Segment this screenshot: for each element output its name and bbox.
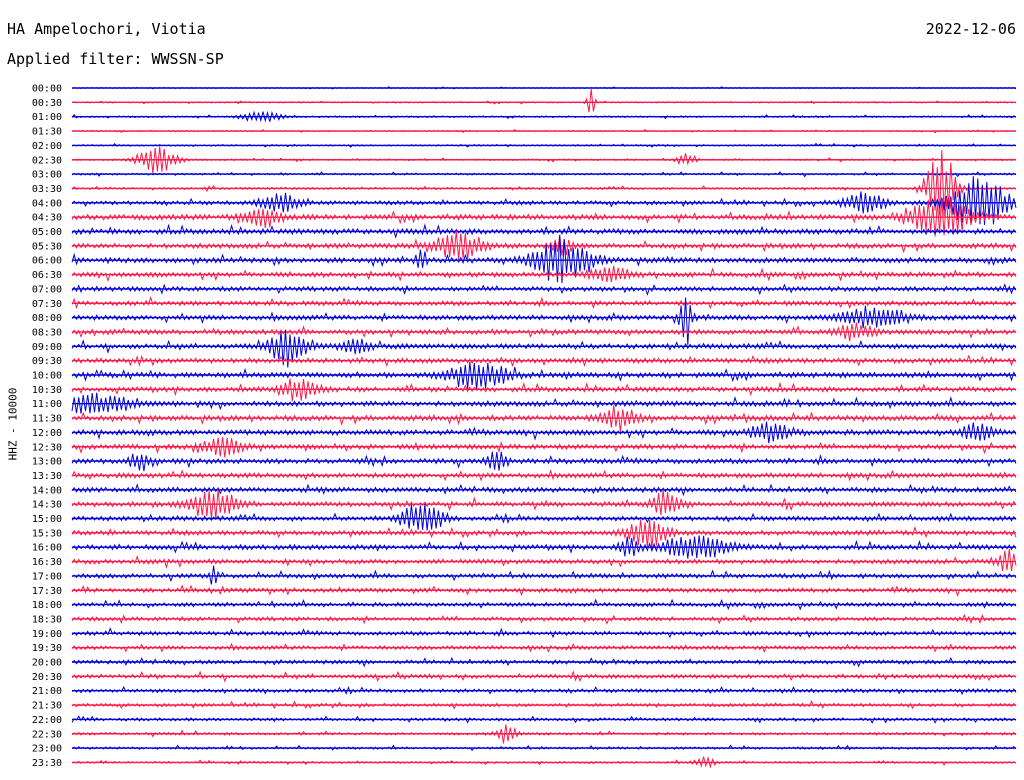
seismic-trace — [71, 483, 1017, 497]
time-tick-label: 20:30 — [32, 672, 62, 683]
time-tick-label: 18:30 — [32, 614, 62, 625]
time-tick-label: 06:30 — [32, 270, 62, 281]
seismic-trace — [71, 584, 1017, 597]
time-tick-label: 02:00 — [32, 141, 62, 152]
time-tick-label: 18:00 — [32, 600, 62, 611]
seismic-trace — [71, 354, 1017, 368]
station-title: HA Ampelochori, Viotia — [7, 20, 206, 38]
time-tick-label: 23:30 — [32, 758, 62, 769]
time-tick-label: 09:00 — [32, 342, 62, 353]
seismic-trace — [71, 230, 1017, 261]
time-tick-label: 11:00 — [32, 399, 62, 410]
seismic-trace — [71, 565, 1017, 585]
time-tick-label: 21:00 — [32, 686, 62, 697]
time-tick-label: 12:00 — [32, 428, 62, 439]
time-tick-label: 15:00 — [32, 514, 62, 525]
seismic-trace — [71, 421, 1017, 444]
time-tick-label: 17:30 — [32, 586, 62, 597]
time-tick-label: 19:30 — [32, 643, 62, 654]
time-tick-label: 17:00 — [32, 571, 62, 582]
time-tick-label: 14:00 — [32, 485, 62, 496]
time-tick-label: 09:30 — [32, 356, 62, 367]
time-tick-label: 13:00 — [32, 457, 62, 468]
time-tick-label: 04:30 — [32, 213, 62, 224]
time-tick-label: 04:00 — [32, 198, 62, 209]
time-tick-label: 00:00 — [32, 84, 62, 95]
seismic-trace — [71, 88, 1017, 113]
time-tick-label: 07:00 — [32, 284, 62, 295]
time-tick-label: 13:30 — [32, 471, 62, 482]
seismic-trace — [71, 548, 1017, 572]
seismic-trace — [71, 378, 1017, 402]
time-tick-label: 00:30 — [32, 98, 62, 109]
seismic-trace — [71, 392, 1017, 414]
seismic-trace — [71, 296, 1017, 310]
time-tick-label: 01:30 — [32, 127, 62, 138]
time-tick-label: 21:30 — [32, 701, 62, 712]
time-tick-label: 16:00 — [32, 543, 62, 554]
time-tick-label: 22:00 — [32, 715, 62, 726]
record-date: 2022-12-06 — [925, 20, 1016, 38]
time-tick-label: 12:30 — [32, 442, 62, 453]
seismic-trace — [71, 176, 1017, 225]
time-tick-label: 06:00 — [32, 256, 62, 267]
time-tick-label: 01:00 — [32, 112, 62, 123]
seismic-trace — [71, 642, 1017, 653]
seismic-trace — [71, 223, 1017, 239]
time-tick-label: 14:30 — [32, 500, 62, 511]
seismic-trace — [71, 283, 1017, 296]
seismic-trace — [71, 297, 1017, 345]
seismic-trace — [71, 503, 1017, 531]
seismic-trace — [71, 234, 1017, 284]
time-tick-label: 15:30 — [32, 528, 62, 539]
seismic-trace — [71, 656, 1017, 668]
seismic-trace — [71, 451, 1017, 472]
time-tick-label: 10:00 — [32, 371, 62, 382]
seismic-trace — [71, 598, 1017, 611]
time-tick-label: 16:30 — [32, 557, 62, 568]
time-tick-label: 05:30 — [32, 241, 62, 252]
time-tick-label: 03:30 — [32, 184, 62, 195]
time-tick-label: 02:30 — [32, 155, 62, 166]
seismic-trace — [71, 197, 1017, 237]
time-tick-label: 22:30 — [32, 729, 62, 740]
seismic-trace — [71, 670, 1017, 683]
seismic-trace — [71, 535, 1017, 559]
seismic-trace — [71, 613, 1017, 625]
filter-label: Applied filter: WWSSN-SP — [7, 50, 224, 68]
seismic-trace — [71, 405, 1017, 432]
time-tick-label: 19:00 — [32, 629, 62, 640]
seismic-trace — [71, 489, 1017, 519]
time-tick-label: 20:00 — [32, 658, 62, 669]
seismic-trace — [71, 627, 1017, 639]
seismic-trace — [71, 469, 1017, 482]
time-tick-label: 07:30 — [32, 299, 62, 310]
time-tick-label: 08:00 — [32, 313, 62, 324]
time-tick-label: 05:00 — [32, 227, 62, 238]
time-tick-label: 23:00 — [32, 744, 62, 755]
time-tick-label: 10:30 — [32, 385, 62, 396]
seismic-trace — [71, 329, 1017, 368]
seismic-trace — [71, 361, 1017, 390]
seismic-trace — [71, 519, 1017, 549]
time-tick-label: 03:00 — [32, 170, 62, 181]
seismic-trace — [71, 685, 1017, 695]
seismic-trace — [71, 265, 1017, 283]
seismic-trace — [71, 322, 1017, 342]
time-tick-label: 11:30 — [32, 414, 62, 425]
seismic-trace — [71, 437, 1017, 458]
time-tick-label: 08:30 — [32, 327, 62, 338]
